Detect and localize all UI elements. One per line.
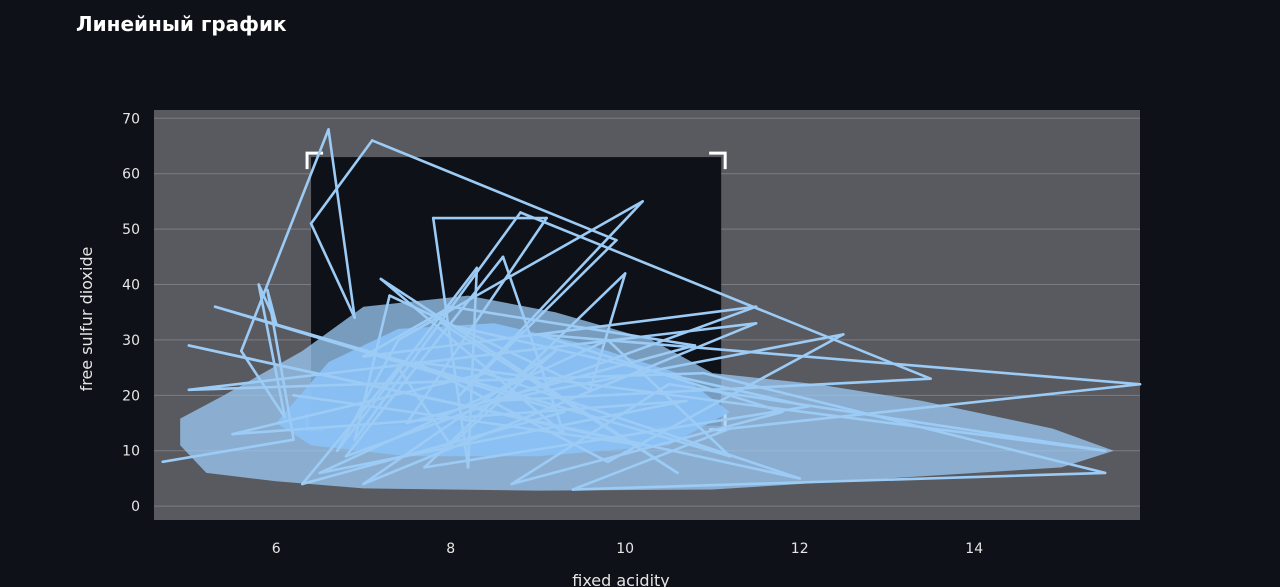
series-0-segment <box>423 272 627 469</box>
series-0-segment <box>606 338 732 458</box>
series-0-segment <box>388 294 592 392</box>
series-0-segment <box>187 344 644 447</box>
series-0-segment <box>536 333 1142 386</box>
series-0-segment <box>231 399 688 436</box>
series-0-segment <box>239 128 330 353</box>
y-tick-labels: 0 10 20 30 40 50 60 70 <box>122 111 140 515</box>
y-tick-label: 50 <box>122 222 140 238</box>
series-0-segment <box>493 333 845 403</box>
series-0-segment <box>571 427 732 491</box>
x-tick-label: 12 <box>791 541 809 557</box>
series-0-segment <box>257 283 278 325</box>
selection-corner[interactable] <box>305 151 324 170</box>
x-tick-labels: 6 8 10 12 14 <box>272 541 984 557</box>
series-0-segment <box>449 349 557 447</box>
y-tick-label: 60 <box>122 167 140 183</box>
series-0-segment <box>309 139 374 225</box>
series-layer <box>161 128 1142 491</box>
series-0-segment <box>510 410 784 486</box>
x-tick-label: 6 <box>272 541 281 557</box>
y-tick-label: 70 <box>122 111 140 127</box>
x-tick-label: 10 <box>616 541 634 557</box>
series-0-segment <box>405 216 548 425</box>
y-tick-label: 20 <box>122 388 140 404</box>
series-0-segment <box>571 471 1107 491</box>
series-0-segment <box>370 139 618 242</box>
y-tick-label: 30 <box>122 333 140 349</box>
series-0-segment <box>362 305 758 358</box>
series-0-segment <box>728 382 1142 430</box>
series-0-segment <box>161 438 295 464</box>
y-axis-title: free sulfur dioxide <box>77 247 96 392</box>
series-0-segment <box>588 272 627 392</box>
series-0-segment <box>423 405 810 469</box>
series-0-segment <box>702 371 1107 475</box>
series-0-segment <box>187 322 758 392</box>
x-tick-label: 14 <box>965 541 983 557</box>
series-0-segment <box>536 333 784 414</box>
series-0-segment <box>362 322 758 486</box>
series-0-segment <box>301 410 566 486</box>
series-0-segment <box>239 349 287 419</box>
y-tick-label: 10 <box>122 444 140 460</box>
page-title: Линейный график <box>76 12 287 36</box>
series-0-segment <box>466 266 479 469</box>
x-axis-title: fixed acidity <box>572 571 670 587</box>
series-0-segment <box>440 322 810 408</box>
series-0-segment <box>519 211 932 381</box>
selection-corner[interactable] <box>709 151 727 170</box>
series-0-segment <box>431 216 470 469</box>
series-0-segment <box>327 128 356 320</box>
series-0-segment <box>213 305 732 458</box>
series-0-segment <box>458 200 644 397</box>
series-0-segment <box>449 305 697 347</box>
series-0-segment <box>353 211 522 441</box>
series-0-segment <box>414 360 610 464</box>
series-0-segment <box>257 283 287 419</box>
series-0-segment <box>484 371 801 480</box>
series-0-segment <box>397 366 452 447</box>
series-0-segment <box>309 222 356 320</box>
series-0-segment <box>318 399 688 475</box>
y-tick-label: 0 <box>131 499 140 515</box>
y-tick-label: 40 <box>122 278 140 294</box>
x-tick-label: 8 <box>446 541 455 557</box>
series-0-segment <box>292 394 644 447</box>
